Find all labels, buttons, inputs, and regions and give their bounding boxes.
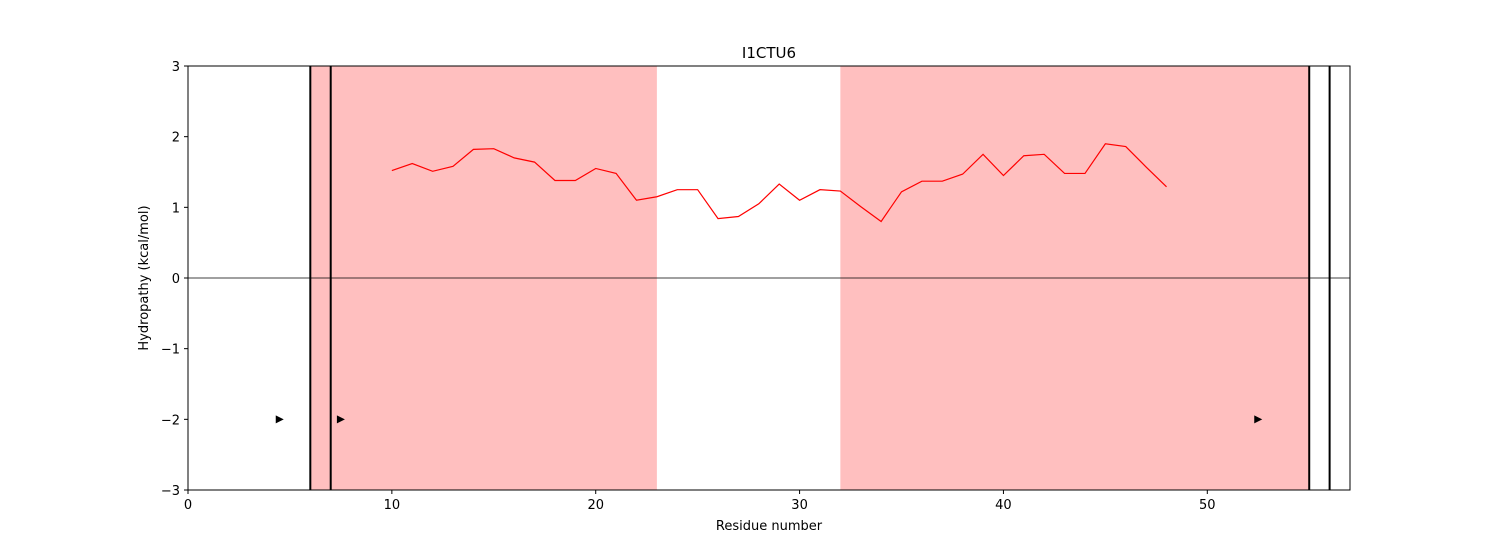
y-tick-label: 0	[172, 272, 180, 287]
series-line-1	[391, 143, 1167, 223]
y-tick-label: −3	[161, 484, 180, 499]
orientation-marker-2	[336, 415, 345, 424]
y-tick-label: 1	[172, 201, 180, 216]
x-tick-label: 10	[384, 498, 401, 513]
x-tick-label: 0	[184, 498, 192, 513]
x-tick-label: 30	[791, 498, 808, 513]
y-tick-label: 3	[172, 60, 180, 75]
orientation-marker-1	[275, 415, 284, 424]
y-axis-label: Hydropathy (kcal/mol)	[137, 205, 152, 350]
x-tick-label: 20	[587, 498, 604, 513]
orientation-marker-3	[1254, 415, 1263, 424]
x-axis-label: Residue number	[716, 519, 823, 534]
y-tick-label: −2	[161, 413, 180, 428]
y-tick-label: 2	[172, 131, 180, 146]
x-tick-label: 40	[995, 498, 1012, 513]
chart-title: I1CTU6	[742, 44, 796, 62]
x-tick-label: 50	[1199, 498, 1216, 513]
y-tick-label: −1	[161, 343, 180, 358]
